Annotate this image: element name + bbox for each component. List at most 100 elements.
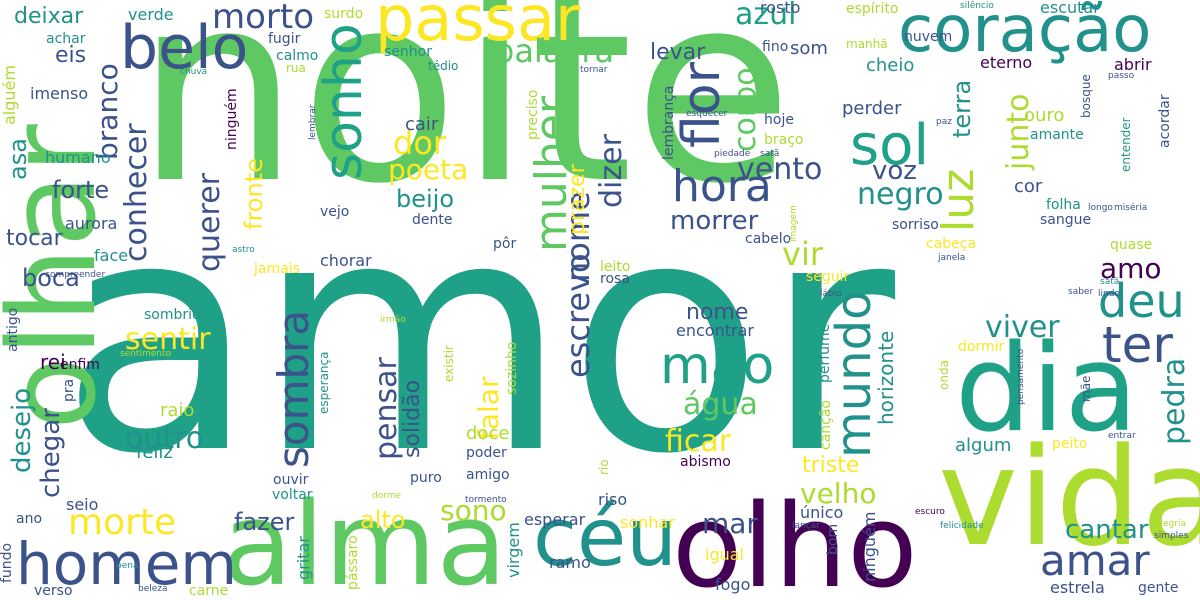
word-preciso: preciso <box>525 89 541 140</box>
word-conhecer: conhecer <box>119 123 154 262</box>
word-amante: amante <box>1030 127 1084 143</box>
word-tornar: tornar <box>580 65 608 75</box>
word-ouvir: ouvir <box>273 472 309 488</box>
word-leito: leito <box>600 259 631 275</box>
word-voltar: voltar <box>272 487 313 503</box>
word-lancar: lançar <box>792 521 820 531</box>
word-deixar: deixar <box>14 4 84 29</box>
word-querer: querer <box>192 173 227 272</box>
word-rei: rei <box>40 350 66 374</box>
word-olho: olho <box>672 480 918 600</box>
word-perfume: perfume <box>817 323 833 383</box>
word-rosa: rosa <box>600 271 630 287</box>
word-velho: velho <box>800 477 877 510</box>
word-ceu: céu <box>533 491 677 584</box>
word-fazer: fazer <box>234 508 295 536</box>
word-jamais: jamais <box>254 261 300 277</box>
word-enfim: enfim <box>60 357 100 373</box>
word-miseria: miséria <box>1114 203 1148 213</box>
word-deu: deu <box>1098 274 1185 328</box>
word-dia: dia <box>955 320 1139 459</box>
word-asa: asa <box>4 138 32 180</box>
word-perder: perder <box>842 98 902 119</box>
word-seguir: seguir <box>806 269 850 285</box>
word-alma: alma <box>222 478 507 600</box>
word-luz: luz <box>933 168 984 232</box>
word-pensamento: pensamento <box>1016 348 1026 405</box>
word-sorriso: sorriso <box>892 217 939 233</box>
word-algum: algum <box>955 435 1012 456</box>
word-imagem: imagem <box>789 205 799 242</box>
word-outro: outro <box>125 421 205 456</box>
word-sono: sono <box>440 494 507 527</box>
word-piedade: piedade <box>714 149 751 159</box>
word-chegar: chegar <box>36 408 66 498</box>
word-alegria: alegria <box>1155 519 1186 529</box>
word-saber: saber <box>1068 287 1094 297</box>
word-chuva: chuva <box>180 67 208 77</box>
word-folha: folha <box>1046 197 1081 213</box>
word-ter: ter <box>1102 316 1173 374</box>
word-boca: boca <box>22 264 80 292</box>
word-face: face <box>94 246 129 265</box>
word-coracao: coração <box>898 0 1152 67</box>
word-dormir: dormir <box>958 339 1005 355</box>
word-beijo: beijo <box>396 185 455 213</box>
word-dorme: dorme <box>372 491 402 501</box>
word-passaro: pássaro <box>345 535 361 590</box>
word-igual: igual <box>705 545 744 564</box>
word-rio: rio <box>597 459 611 475</box>
word-quase: quase <box>1110 237 1153 253</box>
word-lembranca: lembrança <box>661 85 677 160</box>
word-passar: passar <box>375 0 581 55</box>
word-longo: longo <box>1088 203 1113 213</box>
word-solidao: solidão <box>400 379 425 458</box>
word-irmao: irmão <box>380 315 406 325</box>
word-eterno: eterno <box>980 53 1033 72</box>
word-puro: puro <box>410 470 442 486</box>
word-escuro: escuro <box>915 507 945 517</box>
word-doce: doce <box>466 423 510 444</box>
word-feliz: feliz <box>136 442 173 463</box>
word-negro: negro <box>857 177 944 212</box>
word-fogo: fogo <box>715 575 751 594</box>
word-triste: triste <box>802 453 860 478</box>
word-fronte: fronte <box>240 158 268 230</box>
word-acordar: acordar <box>1157 94 1173 148</box>
word-seio: seio <box>66 495 99 514</box>
word-fugir: fugir <box>268 31 301 47</box>
word-palavra: palavra <box>494 32 615 70</box>
word-astro: astro <box>232 245 255 255</box>
word-peito: peito <box>1052 436 1088 452</box>
word-braco: braço <box>764 132 804 148</box>
word-passo: passo <box>1108 71 1135 81</box>
word-pensar: pensar <box>369 357 404 460</box>
word-tocar: tocar <box>6 226 63 251</box>
word-flor: flor <box>672 62 732 148</box>
word-entender: entender <box>1119 117 1133 172</box>
word-cancao: canção <box>818 400 834 450</box>
word-lembrar: lembrar <box>308 104 318 140</box>
word-vento: vento <box>737 152 823 187</box>
word-homem: homem <box>16 530 237 598</box>
word-sentir: sentir <box>125 322 211 357</box>
word-surdo: surdo <box>324 6 364 22</box>
word-sonho: sonho <box>314 23 374 180</box>
word-sentimento: sentimento <box>120 349 172 359</box>
word-encontrar: encontrar <box>676 321 754 340</box>
word-alguem: alguém <box>0 65 19 125</box>
word-raio: raio <box>160 400 195 421</box>
word-achar: achar <box>46 31 86 47</box>
word-morrer: morrer <box>670 206 759 236</box>
word-dizer: dizer <box>594 134 629 208</box>
word-cair: cair <box>405 114 439 135</box>
word-onda: onda <box>937 360 951 390</box>
word-amigo: amigo <box>466 467 510 483</box>
word-azul: azul <box>735 0 797 32</box>
word-unico: único <box>800 503 844 522</box>
word-lindo: lindo <box>1098 289 1120 299</box>
word-alto: alto <box>360 506 406 534</box>
word-eis: eis <box>55 43 87 68</box>
word-imenso: imenso <box>30 84 89 103</box>
